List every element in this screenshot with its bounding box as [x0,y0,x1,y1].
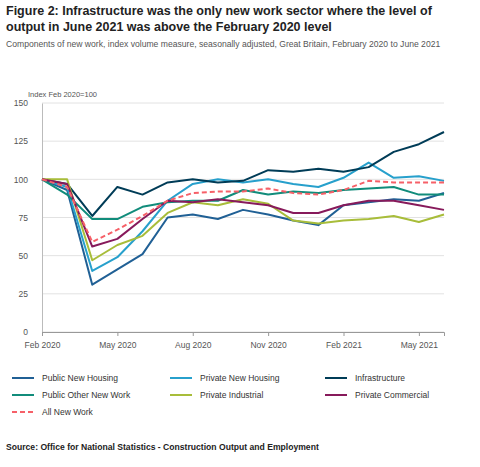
x-tick-mark [344,332,345,336]
legend-label: Public Other New Work [42,390,131,400]
y-tick-label: 25 [19,289,29,299]
legend-label: Private Commercial [355,390,429,400]
source: Source: Office for National Statistics -… [6,442,319,452]
x-tick-mark [419,332,420,336]
chart: Figure 2: Infrastructure was the only ne… [0,0,480,467]
legend-swatch [170,394,192,396]
legend-label: Infrastructure [355,373,405,383]
text-line: Components of new work, index volume mea… [6,39,440,49]
y-axis-line [42,104,43,333]
x-tick: Nov 2020 [250,332,287,350]
x-tick-label: Feb 2021 [326,340,362,350]
series-line [42,179,444,246]
series-line [42,132,444,216]
grid [42,103,444,332]
y-tick-label: 125 [14,136,28,146]
text-line: output in June 2021 was above the Februa… [6,20,332,34]
legend-swatch [325,394,347,396]
legend-label: Public New Housing [42,373,118,383]
legend-swatch [12,394,34,396]
x-tick-mark [193,332,194,336]
x-tick: May 2020 [99,332,137,350]
title: Figure 2: Infrastructure was the only ne… [6,4,433,34]
x-tick-label: Aug 2020 [175,340,212,350]
grid-line [42,179,444,180]
y-tick-label: 50 [19,251,29,261]
x-tick: May 2021 [401,332,439,350]
x-tick: Feb 2021 [326,332,362,350]
x-tick-label: May 2021 [401,340,439,350]
x-tick: Aug 2020 [175,332,212,350]
x-axis-line [43,333,445,337]
y-tick: 25 [19,289,42,299]
series-line [42,179,444,242]
y-tick: 75 [19,213,42,223]
x-tick-mark [42,332,43,336]
y-tick-label: 75 [19,213,29,223]
legend-item: Private Commercial [325,390,429,400]
series-line [42,163,444,271]
grid-line [42,293,444,294]
legend-item: Private New Housing [170,373,280,383]
text-line: Figure 2: Infrastructure was the only ne… [6,4,433,18]
y-tick-label: 100 [14,175,28,185]
legend: Public New Housing Private New Housing Inf… [12,373,429,417]
x-tick-label: Nov 2020 [250,340,287,350]
x-tick-mark [268,332,269,336]
series-line [42,179,444,260]
x-tick-mark [117,332,118,336]
legend-item: Public New Housing [12,373,118,383]
legend-swatch [12,377,34,379]
x-tick: Feb 2020 [25,332,61,350]
legend-label: All New Work [42,407,94,417]
legend-swatch [325,377,347,379]
subtitle: Components of new work, index volume mea… [6,39,440,49]
y-tick-label: 150 [14,98,28,108]
x-tick-label: May 2020 [99,340,137,350]
y-tick: 150 [14,98,42,108]
y-tick: 0 [23,327,42,337]
grid-line [42,141,444,142]
x-axis: Feb 2020 May 2020 Aug 2020 Nov 2020 Feb 2021… [25,332,445,350]
grid-line [42,103,444,104]
legend-swatch [170,377,192,379]
y-axis: 0 25 50 75 100 125 150 [14,98,43,337]
y-tick-label: 0 [23,327,28,337]
legend-label: Private Industrial [200,390,263,400]
legend-label: Private New Housing [200,373,280,383]
y-tick: 50 [19,251,42,261]
lines [42,132,444,285]
y-tick: 100 [14,175,42,185]
y-label: Index Feb 2020=100 [28,90,97,99]
legend-item: Infrastructure [325,373,405,383]
legend-item: Private Industrial [170,390,263,400]
y-tick: 125 [14,136,42,146]
series-line [42,179,444,284]
legend-item: Public Other New Work [12,390,131,400]
legend-swatch [12,411,34,413]
legend-item: All New Work [12,407,94,417]
x-tick-label: Feb 2020 [25,340,61,350]
grid-line [42,255,444,256]
